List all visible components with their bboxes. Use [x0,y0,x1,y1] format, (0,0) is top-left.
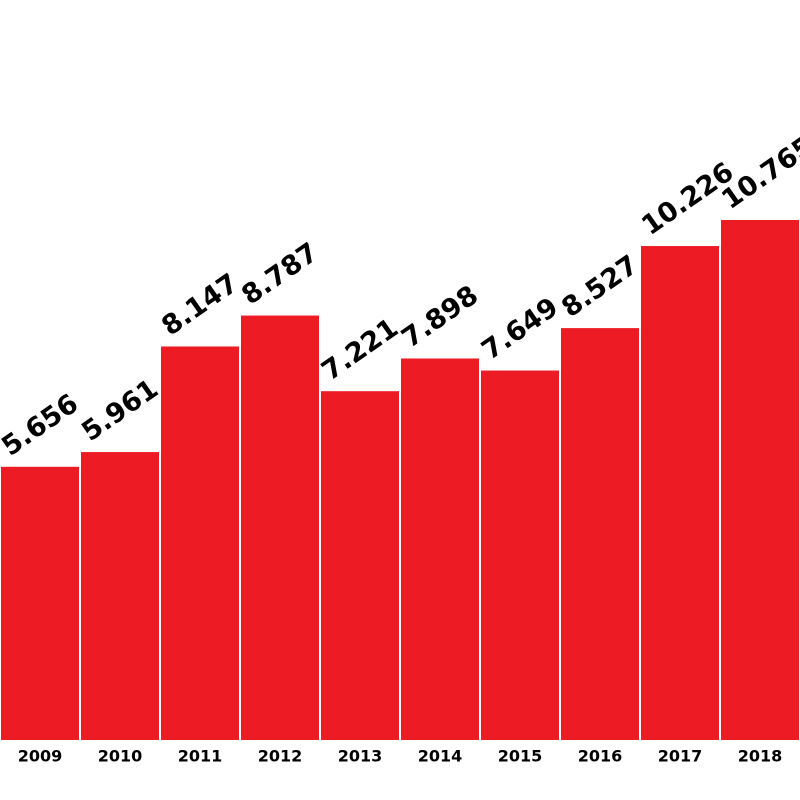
bar [641,246,719,740]
x-tick-label: 2015 [498,747,543,766]
data-label: 8.787 [236,237,324,311]
x-tick-label: 2016 [578,747,623,766]
x-tick-label: 2013 [338,747,383,766]
data-label: 7.649 [476,292,564,366]
x-tick-label: 2017 [658,747,703,766]
data-label: 8.147 [156,268,244,342]
bar [561,328,639,740]
bar [321,391,399,740]
x-tick-label: 2010 [98,747,143,766]
data-label: 5.961 [76,373,164,447]
bar [1,466,79,740]
bar [401,358,479,740]
x-tick-label: 2018 [738,747,783,766]
bar [721,220,799,740]
data-label: 7.221 [316,313,404,387]
data-label: 8.527 [556,249,644,323]
x-tick-label: 2011 [178,747,223,766]
x-tick-label: 2009 [18,747,63,766]
bar [81,452,159,740]
data-label: 5.656 [0,388,84,462]
data-label: 7.898 [396,280,484,354]
bar [241,315,319,740]
bar [481,370,559,740]
bar [161,346,239,740]
x-tick-label: 2012 [258,747,303,766]
x-tick-label: 2014 [418,747,463,766]
